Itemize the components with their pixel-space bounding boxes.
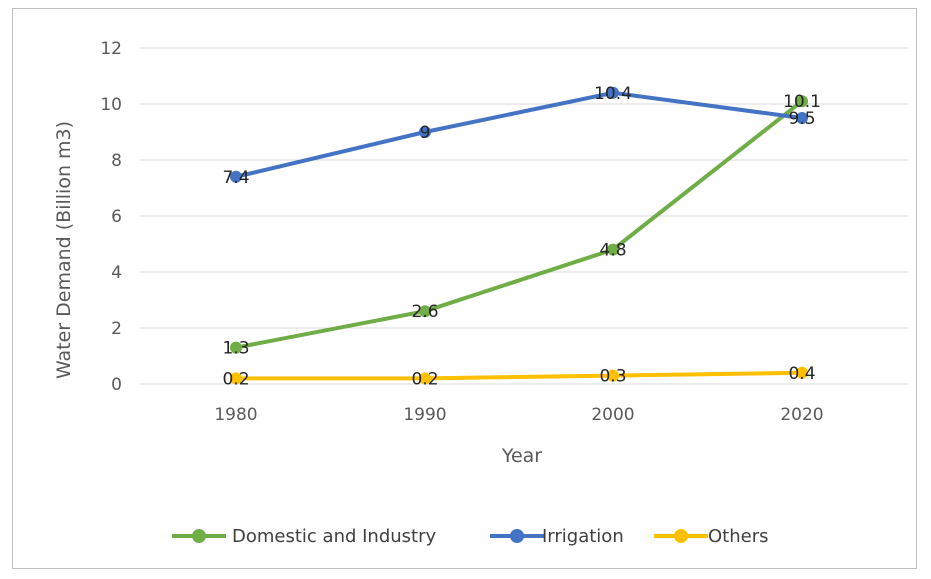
legend-item: Irrigation <box>490 526 624 547</box>
data-label: 4.8 <box>599 241 626 261</box>
series-lines <box>230 86 808 385</box>
gridlines <box>140 47 908 385</box>
y-tick-label: 4 <box>111 263 122 283</box>
data-point <box>607 243 619 256</box>
data-point <box>796 112 808 124</box>
data-label: 7.4 <box>222 168 249 188</box>
x-axis-title: Year <box>501 445 542 467</box>
data-point <box>419 305 431 318</box>
data-point <box>419 126 431 138</box>
data-label: 1.3 <box>222 339 249 359</box>
data-point <box>796 366 808 379</box>
data-label: 0.4 <box>788 364 815 384</box>
chart-frame <box>12 8 917 569</box>
series-line <box>234 370 804 381</box>
data-point <box>796 95 808 108</box>
legend-marker <box>192 529 206 543</box>
data-point <box>607 86 619 99</box>
y-axis-ticks: 0 2 4 6 8 10 12 <box>100 39 122 395</box>
series-line <box>234 99 804 350</box>
data-label: 9 <box>420 123 431 143</box>
y-tick-label: 6 <box>111 207 122 227</box>
data-labels: 1.3 2.6 4.8 10.1 7.4 9 10.4 9.5 0.2 0.2 0.3 0.4 <box>222 84 820 390</box>
x-axis-ticks: 1980 1990 2000 2020 <box>214 405 823 425</box>
legend-item: Domestic and Industry <box>172 526 437 547</box>
data-label: 0.3 <box>599 367 626 387</box>
y-tick-label: 2 <box>111 319 122 339</box>
x-tick-label: 2020 <box>780 405 823 425</box>
legend-label: Domestic and Industry <box>232 526 437 547</box>
y-axis-title: Water Demand (Billion m3) <box>53 121 75 379</box>
data-point <box>607 369 619 382</box>
y-tick-label: 12 <box>100 39 122 59</box>
data-label: 0.2 <box>222 369 249 389</box>
legend-label: Irrigation <box>542 526 624 547</box>
data-label: 10.1 <box>783 92 821 112</box>
x-tick-label: 1990 <box>403 405 446 425</box>
x-tick-label: 2000 <box>591 405 634 425</box>
y-tick-label: 0 <box>111 375 122 395</box>
data-label: 9.5 <box>788 109 815 129</box>
legend-marker <box>510 529 524 543</box>
data-point <box>419 372 431 385</box>
legend-marker <box>674 529 688 543</box>
x-tick-label: 1980 <box>214 405 257 425</box>
data-point <box>230 170 242 183</box>
data-label: 2.6 <box>411 302 438 322</box>
data-label: 10.4 <box>594 84 632 104</box>
y-tick-label: 8 <box>111 151 122 171</box>
legend-item: Others <box>654 526 769 547</box>
legend-label: Others <box>708 526 769 547</box>
series-line <box>234 90 804 179</box>
y-tick-label: 10 <box>100 95 122 115</box>
data-point <box>230 372 242 385</box>
data-label: 0.2 <box>411 369 438 389</box>
legend: Domestic and Industry Irrigation Others <box>172 526 769 547</box>
data-point <box>230 341 242 354</box>
